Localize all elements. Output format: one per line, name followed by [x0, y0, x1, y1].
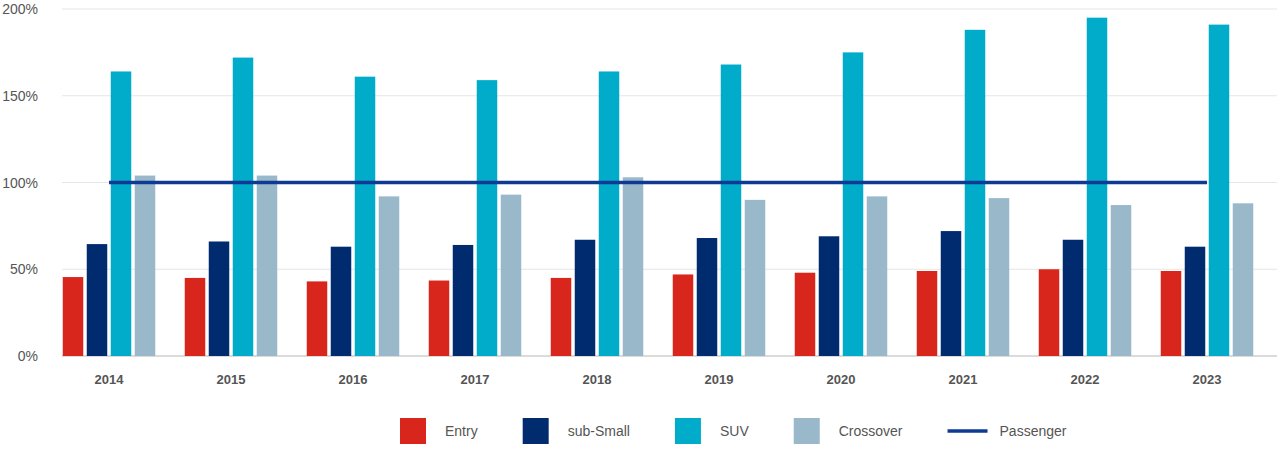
legend-swatch — [523, 418, 549, 444]
legend-swatch — [948, 429, 988, 433]
bar — [257, 176, 278, 356]
legend-label: Entry — [445, 423, 478, 439]
x-tick-label: 2019 — [705, 372, 734, 387]
legend-swatch — [400, 418, 426, 444]
grid-line — [62, 182, 1277, 183]
bar — [209, 241, 230, 356]
bar — [917, 271, 938, 356]
x-tick-label: 2020 — [827, 372, 856, 387]
bar — [331, 247, 352, 356]
bar — [745, 200, 766, 356]
grid — [62, 9, 1277, 356]
bar — [551, 278, 572, 356]
bar — [965, 30, 986, 356]
marks — [63, 18, 1254, 356]
bar — [501, 195, 522, 356]
y-tick-label: 150% — [2, 88, 38, 104]
legend-label: SUV — [720, 423, 749, 439]
bar — [1111, 205, 1132, 356]
bar — [63, 277, 84, 356]
bar — [721, 65, 742, 356]
line — [109, 181, 1207, 185]
bar — [355, 77, 376, 356]
bar — [429, 281, 450, 356]
x-tick-label: 2017 — [461, 372, 490, 387]
x-tick-label: 2014 — [95, 372, 125, 387]
y-tick-label: 200% — [2, 1, 38, 17]
bar — [379, 196, 400, 356]
bar — [87, 244, 108, 356]
bar — [599, 71, 620, 356]
bar — [453, 245, 474, 356]
y-tick-label: 50% — [10, 261, 38, 277]
legend: Entry sub-Small SUV Crossover Passenger — [400, 418, 1067, 444]
bar — [135, 176, 156, 356]
bar — [1161, 271, 1182, 356]
bar — [843, 52, 864, 356]
y-tick-label: 100% — [2, 175, 38, 191]
x-tick-label: 2018 — [583, 372, 612, 387]
chart: 0% 50% 100% 150% 200% 2014 2015 2016 2017 2018 201… — [0, 0, 1280, 451]
x-tick-label: 2023 — [1193, 372, 1222, 387]
bar — [307, 281, 328, 356]
bar — [111, 71, 132, 356]
bar — [1233, 203, 1254, 356]
x-tick-label: 2015 — [217, 372, 246, 387]
bar — [575, 240, 596, 356]
bar — [477, 80, 498, 356]
bar — [1039, 269, 1060, 356]
bar — [697, 238, 718, 356]
x-tick-label: 2016 — [339, 372, 368, 387]
bar — [819, 236, 840, 356]
bar — [1063, 240, 1084, 356]
bar — [795, 273, 816, 356]
x-tick-label: 2021 — [949, 372, 978, 387]
bar — [623, 177, 644, 356]
legend-label: sub-Small — [568, 423, 630, 439]
legend-label: Crossover — [839, 423, 903, 439]
y-tick-label: 0% — [18, 348, 38, 364]
legend-swatch — [794, 418, 820, 444]
bar — [185, 278, 206, 356]
grid-line — [62, 9, 1277, 10]
legend-swatch — [675, 418, 701, 444]
bar — [989, 198, 1010, 356]
x-tick-label: 2022 — [1071, 372, 1100, 387]
bar — [1209, 25, 1230, 356]
bar — [867, 196, 888, 356]
bar — [233, 58, 254, 356]
bar — [941, 231, 962, 356]
legend-label: Passenger — [1000, 423, 1067, 439]
bar — [1185, 247, 1206, 356]
bar — [1087, 18, 1108, 356]
bar — [673, 274, 694, 356]
